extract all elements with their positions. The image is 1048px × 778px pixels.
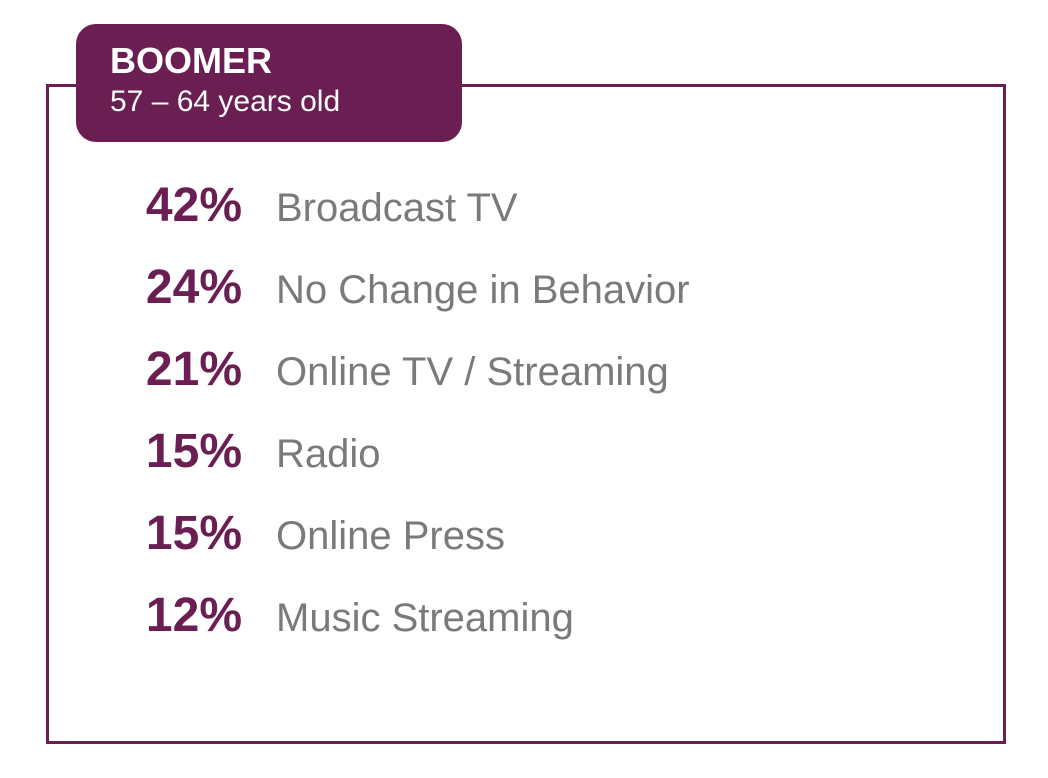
stat-percent: 15% xyxy=(92,506,242,561)
stat-label: Music Streaming xyxy=(276,596,574,641)
stat-percent: 12% xyxy=(92,588,242,643)
stat-row: 12% Music Streaming xyxy=(92,588,690,670)
stat-label: Online TV / Streaming xyxy=(276,350,669,395)
stat-row: 21% Online TV / Streaming xyxy=(92,342,690,424)
stats-list: 42%Broadcast TV24%No Change in Behavior2… xyxy=(92,178,690,670)
stat-label: Radio xyxy=(276,432,381,477)
stat-row: 42% Broadcast TV xyxy=(92,178,690,260)
stat-label: No Change in Behavior xyxy=(276,268,690,313)
badge-title: BOOMER xyxy=(110,42,428,80)
stat-label: Broadcast TV xyxy=(276,186,518,231)
stat-row: 15% Online Press xyxy=(92,506,690,588)
stat-row: 15% Radio xyxy=(92,424,690,506)
stat-row: 24% No Change in Behavior xyxy=(92,260,690,342)
stat-label: Online Press xyxy=(276,514,505,559)
stat-percent: 21% xyxy=(92,342,242,397)
badge-subtitle: 57 – 64 years old xyxy=(110,84,428,120)
stat-percent: 15% xyxy=(92,424,242,479)
stat-percent: 24% xyxy=(92,260,242,315)
stat-percent: 42% xyxy=(92,178,242,233)
generation-badge: BOOMER 57 – 64 years old xyxy=(76,24,462,142)
